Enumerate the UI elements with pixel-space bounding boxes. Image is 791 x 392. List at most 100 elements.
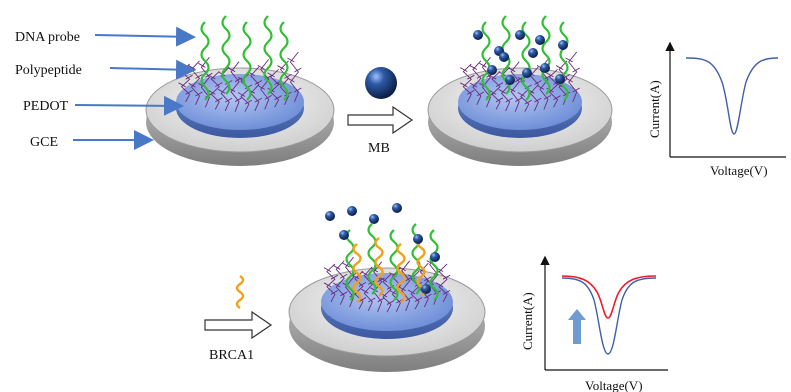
polypeptide-branch [553, 95, 561, 101]
polypeptide-layer [460, 51, 580, 112]
polypeptide-branch [195, 91, 203, 97]
plot-top: Current(A) Voltage(V) [647, 41, 786, 178]
polypeptide-branch [442, 290, 451, 295]
dna-probe-layer [481, 15, 569, 101]
polypeptide-branch [514, 97, 523, 103]
mb-bead [347, 206, 357, 216]
polypeptide-branch [257, 85, 265, 90]
polypeptide-branch [267, 72, 275, 78]
hybridized-brca1-layer [352, 237, 426, 303]
polypeptide-branch [294, 67, 302, 73]
polypeptide-branch [476, 73, 485, 79]
dna-probe-strand [559, 21, 569, 101]
polypeptide-branch [277, 65, 285, 70]
label-pedot: PEDOT [23, 99, 69, 114]
process-arrow-mb [347, 105, 414, 135]
mb-bead [505, 75, 515, 85]
polypeptide-branch [330, 274, 339, 280]
arrow-dna-probe [94, 26, 196, 47]
polypeptide-branch [274, 95, 282, 101]
plot-bottom-up-arrow [568, 309, 586, 344]
arrow-pedot [74, 95, 184, 116]
polypeptide-branch [460, 82, 468, 88]
polypeptide-branch [534, 80, 542, 85]
polypeptide-branch [524, 99, 533, 105]
polypeptide-branch [514, 77, 523, 83]
electrode-2 [427, 15, 613, 166]
polypeptide-branch [469, 82, 478, 88]
polypeptide-branch [405, 296, 413, 302]
brca1-hybrid-strand [352, 243, 362, 303]
polypeptide-branch [358, 297, 367, 302]
polypeptide-branch [351, 274, 360, 280]
polypeptide-branch [178, 82, 186, 88]
mb-bead [473, 30, 483, 40]
polypeptide-branch [330, 290, 339, 295]
dna-probe-strand [521, 21, 531, 101]
brca1-hybrid-strand [396, 243, 406, 303]
plot-bottom-curve-blue [561, 277, 657, 355]
dna-probe-strand [279, 21, 289, 101]
polypeptide-branch [495, 82, 504, 87]
polypeptide-branch [555, 65, 564, 70]
brca1-hybrid-strand [416, 237, 426, 297]
polypeptide-branch [379, 277, 388, 283]
polypeptide-branch [565, 57, 573, 63]
polypeptide-branch [407, 289, 416, 295]
polypeptide-branch [498, 88, 506, 94]
label-mb: MB [368, 141, 390, 156]
polypeptide-branch [323, 282, 332, 288]
polypeptide-branch [185, 90, 193, 95]
polypeptide-branch [572, 87, 580, 93]
dna-probe-strand [221, 15, 231, 95]
polypeptide-branch [333, 265, 341, 270]
dna-probe-strand [200, 21, 210, 101]
dna-probe-strand [541, 15, 551, 95]
polypeptide-branch [217, 88, 226, 94]
polypeptide-branch [361, 271, 369, 276]
mb-bead [430, 252, 440, 262]
polypeptide-branch [386, 300, 395, 305]
mb-beads-bound [473, 30, 568, 85]
dna-probe-strand [367, 223, 377, 295]
mb-beads-released [325, 203, 440, 294]
polypeptide-branch [572, 67, 580, 73]
mb-bead [499, 52, 509, 62]
plot-bottom-curve-red [561, 275, 657, 319]
polypeptide-branch [505, 97, 513, 103]
polypeptide-branch [507, 67, 516, 73]
mb-bead [392, 203, 402, 213]
polypeptide-branch [534, 97, 542, 103]
polypeptide-branch [424, 293, 432, 299]
polypeptide-branch [287, 77, 295, 83]
plot-top-curve [685, 57, 779, 135]
plot-bottom-xlabel: Voltage(V) [585, 378, 643, 392]
dna-probe-strand [263, 15, 273, 95]
polypeptide-branch [377, 297, 385, 303]
dna-probe-strand [242, 21, 252, 101]
polypeptide-branch [467, 90, 475, 95]
polypeptide-branch [469, 65, 478, 70]
mb-bead [528, 48, 538, 58]
polypeptide-branch [442, 274, 451, 280]
label-polypeptide: Polypeptide [15, 63, 82, 78]
polypeptide-branch [467, 74, 475, 80]
polypeptide-branch [358, 281, 367, 287]
polypeptide-branch [215, 97, 223, 103]
mb-bead [558, 40, 568, 50]
polypeptide-branch [460, 67, 468, 72]
label-dna-probe: DNA probe [15, 30, 80, 45]
polypeptide-branch [398, 266, 406, 272]
mb-bead [555, 74, 565, 84]
mb-bead [369, 214, 379, 224]
electrode-1 [145, 15, 335, 166]
polypeptide-branch [435, 282, 444, 288]
polypeptide-branch [188, 82, 196, 88]
polypeptide-branch [198, 62, 206, 68]
polypeptide-branch [377, 277, 385, 283]
polypeptide-branch [495, 97, 504, 103]
polypeptide-branch [517, 76, 526, 82]
process-arrow-brca1 [204, 310, 273, 340]
polypeptide-branch [536, 85, 545, 90]
polypeptide-branch [340, 291, 348, 297]
